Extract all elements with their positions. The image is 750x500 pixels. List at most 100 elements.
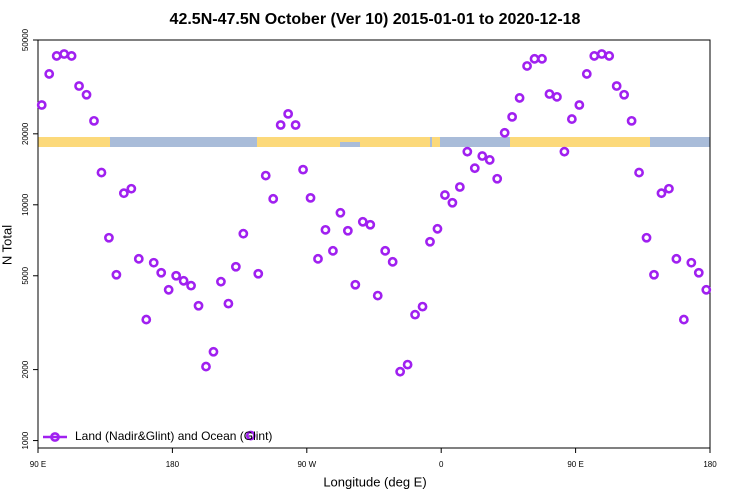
point — [477, 151, 488, 161]
point — [201, 361, 211, 372]
point — [671, 253, 682, 264]
point — [402, 359, 413, 370]
point — [410, 309, 420, 320]
point — [372, 290, 383, 301]
point — [163, 284, 174, 295]
point — [589, 51, 600, 61]
x-tick-label: 180 — [703, 460, 717, 469]
point — [537, 53, 547, 64]
x-tick-label: 90 E — [567, 460, 583, 469]
point — [118, 188, 129, 199]
point — [141, 314, 152, 325]
point — [193, 300, 204, 311]
point — [89, 115, 99, 126]
ocean-band — [430, 137, 510, 147]
point — [238, 228, 249, 239]
land-band — [510, 137, 650, 147]
point — [529, 53, 540, 64]
point — [454, 182, 465, 192]
point — [417, 301, 428, 312]
legend-marker — [50, 432, 60, 442]
point — [156, 267, 167, 278]
point — [425, 236, 435, 247]
point — [664, 183, 674, 194]
chart-title: 42.5N-47.5N October (Ver 10) 2015-01-01 … — [170, 11, 581, 28]
y-tick-label: 2000 — [21, 360, 30, 378]
point — [380, 245, 391, 256]
point — [96, 167, 107, 178]
point — [275, 120, 286, 130]
x-tick-label: 90 W — [297, 460, 316, 469]
point — [126, 183, 137, 194]
point — [484, 155, 495, 165]
point — [223, 298, 234, 309]
plot-frame — [37, 39, 711, 449]
point — [701, 284, 712, 295]
point — [469, 163, 480, 174]
point — [59, 49, 70, 59]
point — [596, 49, 607, 59]
point — [649, 269, 659, 280]
point — [320, 224, 331, 235]
point — [230, 261, 241, 272]
point — [111, 269, 122, 280]
point — [499, 127, 510, 138]
ocean-band — [340, 142, 360, 147]
point — [51, 51, 62, 61]
point — [290, 120, 301, 130]
y-tick-label: 5000 — [21, 266, 30, 284]
ocean-band — [650, 137, 710, 147]
point — [283, 108, 294, 119]
point — [36, 100, 47, 110]
point — [619, 89, 630, 100]
point — [335, 207, 346, 218]
point — [208, 346, 219, 357]
point — [253, 268, 264, 279]
x-tick-label: 90 E — [30, 460, 46, 469]
point — [298, 164, 308, 175]
point — [514, 93, 525, 103]
point — [559, 146, 570, 157]
point — [507, 111, 518, 122]
y-tick-label: 20000 — [21, 122, 30, 145]
point — [604, 51, 615, 61]
x-tick-label: 0 — [439, 460, 444, 469]
point — [365, 219, 376, 230]
point — [656, 188, 667, 199]
point — [245, 430, 256, 441]
point — [268, 193, 279, 204]
y-tick-label: 50000 — [21, 28, 30, 51]
point — [74, 81, 84, 91]
point — [216, 276, 226, 287]
ocean-band — [110, 137, 257, 147]
point — [581, 69, 592, 79]
point — [148, 257, 159, 268]
point — [678, 314, 689, 325]
point — [186, 280, 196, 291]
point — [171, 270, 182, 281]
point — [432, 223, 443, 234]
point — [686, 257, 697, 268]
point — [313, 253, 323, 264]
point — [395, 366, 406, 377]
point — [611, 81, 622, 91]
point — [260, 170, 271, 181]
legend-label: Land (Nadir&Glint) and Ocean (Glint) — [75, 429, 272, 443]
point — [104, 232, 114, 243]
point — [447, 197, 458, 208]
point — [566, 114, 577, 124]
point — [350, 279, 361, 290]
y-tick-label: 1000 — [21, 431, 30, 449]
point — [462, 146, 473, 157]
point — [574, 100, 585, 110]
point — [440, 190, 450, 200]
point — [387, 256, 398, 267]
point — [133, 253, 144, 264]
point — [552, 91, 562, 102]
point — [328, 245, 338, 256]
land-band — [38, 137, 110, 147]
point — [492, 173, 503, 184]
point — [544, 89, 555, 99]
point — [178, 275, 189, 286]
